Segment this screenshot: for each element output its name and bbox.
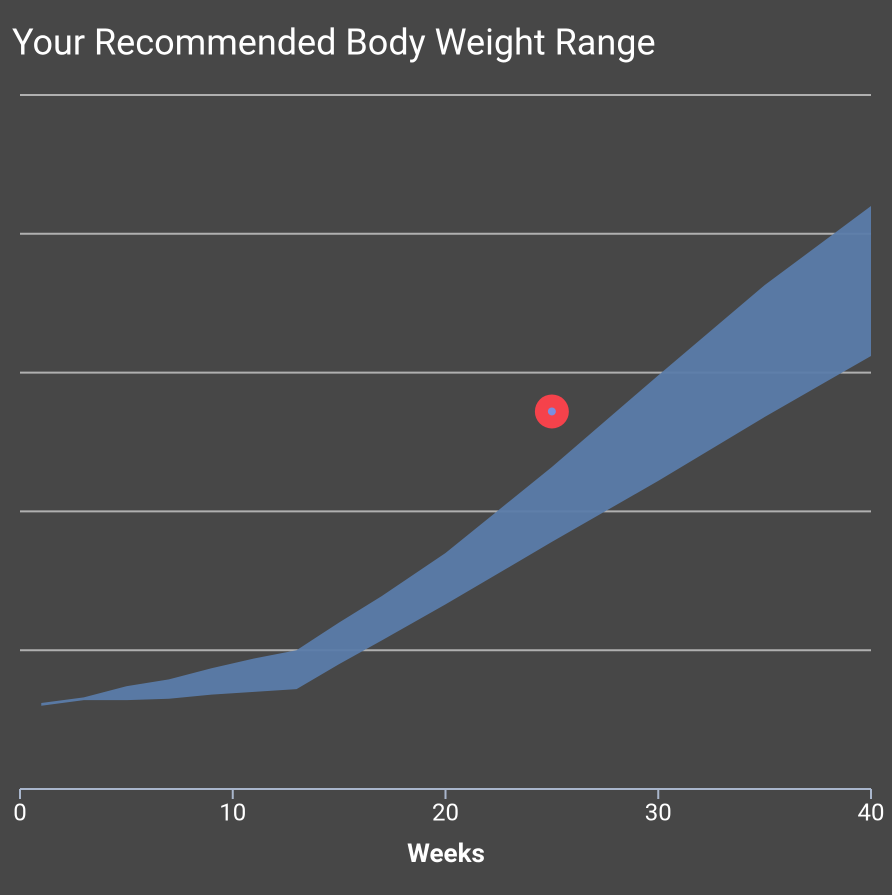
x-tick-label: 40	[858, 798, 885, 826]
x-tick-label: 0	[13, 798, 27, 826]
x-axis-title: Weeks	[407, 839, 485, 869]
x-tick-label: 10	[219, 798, 246, 826]
chart-title: Your Recommended Body Weight Range	[12, 22, 656, 64]
x-tick-label: 20	[432, 798, 459, 826]
x-tick-label: 30	[645, 798, 672, 826]
current-weight-point-center	[547, 407, 556, 416]
